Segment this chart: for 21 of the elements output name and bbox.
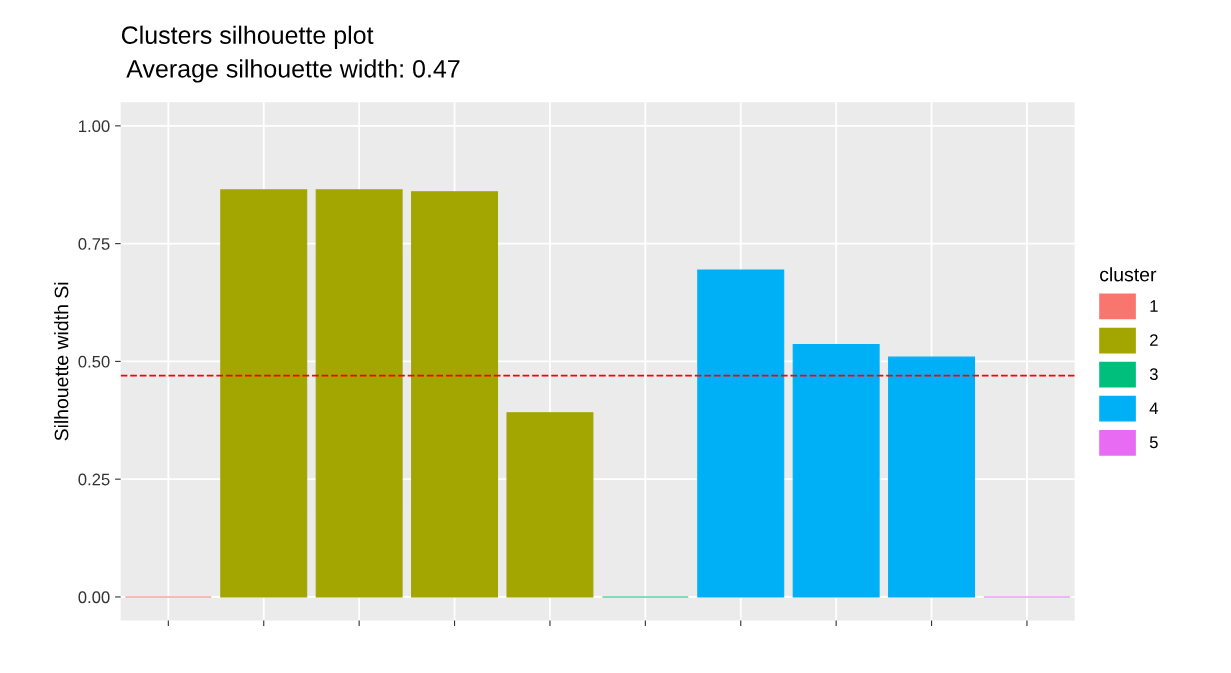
y-axis-title: Silhouette width Si (54, 282, 69, 441)
bar (792, 343, 880, 598)
y-tick-label: 0.50 (78, 355, 110, 368)
legend-label: 5 (1149, 436, 1158, 449)
bar (315, 189, 403, 598)
legend-label: 4 (1149, 402, 1158, 415)
y-tick-label: 0.25 (78, 473, 110, 486)
y-tick-label: 0.75 (78, 238, 110, 250)
bar (411, 191, 499, 598)
y-tick-label: 0.00 (78, 591, 110, 604)
legend-title: cluster (1100, 267, 1157, 282)
bar (888, 356, 976, 598)
bar (506, 412, 594, 598)
bar (220, 189, 308, 598)
chart-subtitle: Average silhouette width: 0.47 (126, 59, 460, 83)
chart-title: Clusters silhouette plot (121, 25, 374, 49)
legend-label: 1 (1150, 300, 1158, 312)
legend-label: 2 (1150, 334, 1158, 346)
bar (697, 269, 785, 598)
y-tick-label: 1.00 (79, 120, 110, 133)
legend-label: 3 (1149, 368, 1158, 381)
